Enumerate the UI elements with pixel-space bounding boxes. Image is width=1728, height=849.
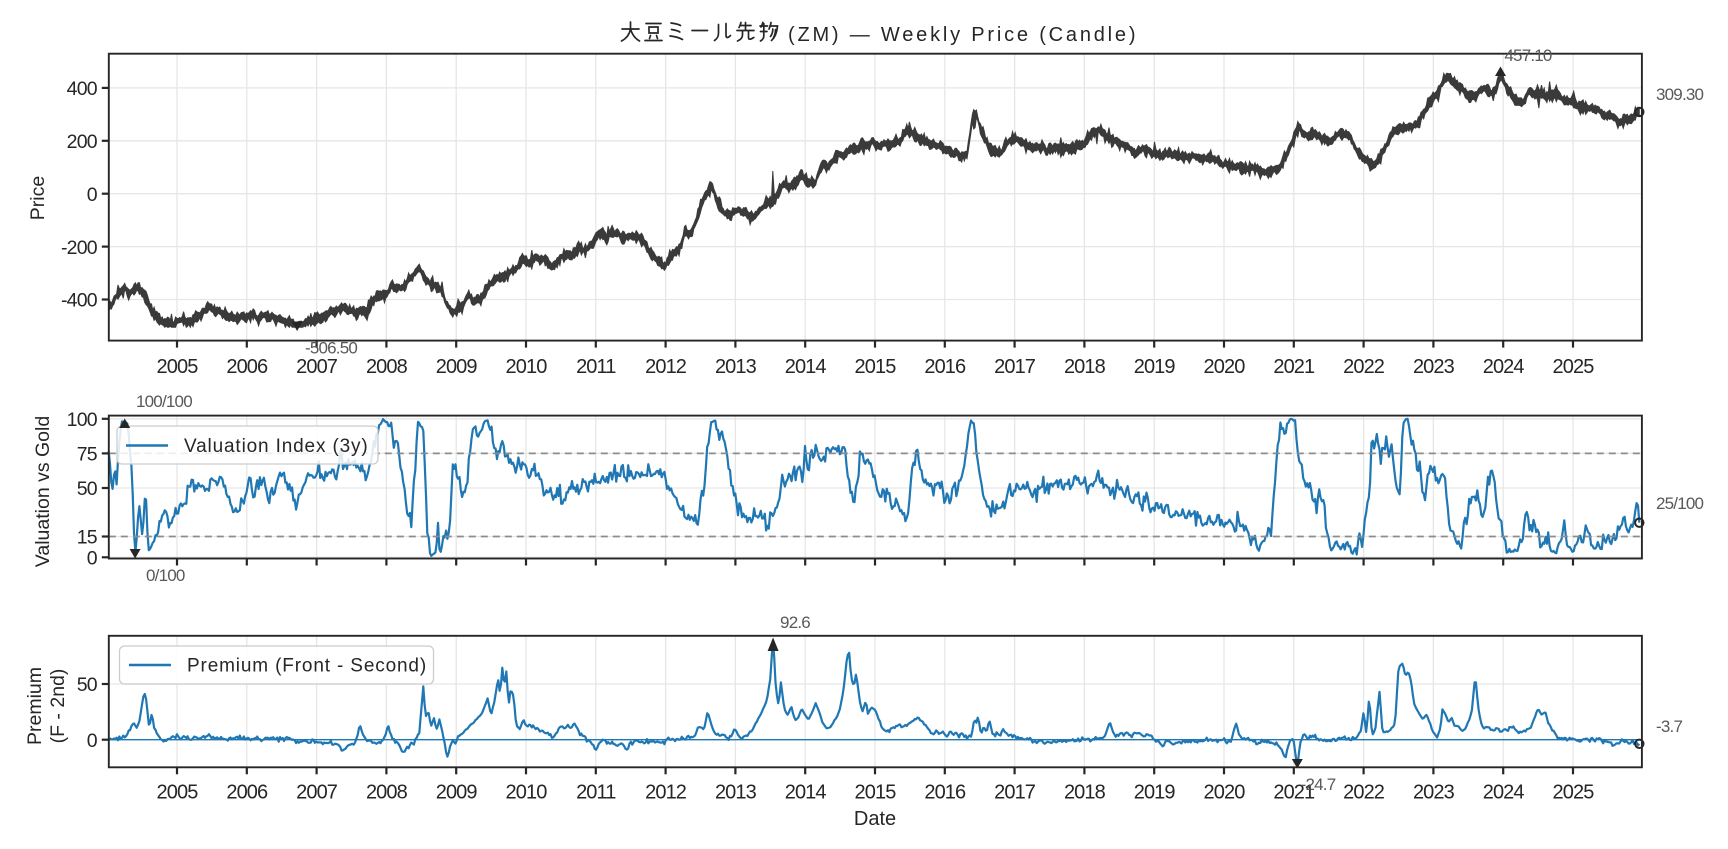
svg-text:0/100: 0/100 [146,566,185,585]
svg-text:0: 0 [87,730,98,752]
svg-text:2017: 2017 [994,356,1036,378]
svg-text:2025: 2025 [1553,782,1595,804]
svg-text:2009: 2009 [436,782,478,804]
svg-text:2013: 2013 [715,782,757,804]
svg-text:50: 50 [77,674,98,696]
svg-text:25/100: 25/100 [1656,494,1704,513]
svg-text:Date: Date [854,808,896,830]
svg-text:2023: 2023 [1413,782,1455,804]
svg-text:2014: 2014 [785,356,827,378]
svg-text:2019: 2019 [1134,356,1176,378]
svg-text:2008: 2008 [366,356,408,378]
svg-text:Premium: Premium [24,667,46,745]
svg-text:2021: 2021 [1273,782,1315,804]
svg-text:(F - 2nd): (F - 2nd) [47,669,69,744]
svg-text:2025: 2025 [1553,356,1595,378]
svg-text:2012: 2012 [645,356,687,378]
svg-text:200: 200 [67,131,98,153]
svg-text:2009: 2009 [436,356,478,378]
svg-text:2008: 2008 [366,782,408,804]
svg-text:2011: 2011 [576,782,616,804]
svg-text:Valuation vs Gold: Valuation vs Gold [32,416,54,567]
svg-text:2005: 2005 [157,356,199,378]
svg-text:2006: 2006 [226,356,268,378]
svg-text:2011: 2011 [576,356,616,378]
svg-text:Premium (Front - Second): Premium (Front - Second) [187,656,427,677]
svg-text:309.30: 309.30 [1656,85,1704,104]
svg-text:2020: 2020 [1204,782,1246,804]
svg-text:2005: 2005 [157,782,199,804]
svg-text:92.6: 92.6 [780,613,810,632]
svg-text:Valuation Index (3y): Valuation Index (3y) [184,436,369,457]
svg-text:400: 400 [67,78,98,100]
svg-text:2016: 2016 [924,782,966,804]
svg-text:2016: 2016 [924,356,966,378]
svg-text:2007: 2007 [296,356,338,378]
svg-text:-400: -400 [61,290,98,312]
svg-text:2022: 2022 [1343,782,1385,804]
svg-text:2010: 2010 [506,356,548,378]
svg-text:0: 0 [87,184,98,206]
svg-text:50: 50 [77,478,98,500]
svg-text:2007: 2007 [296,782,338,804]
svg-text:2019: 2019 [1134,782,1176,804]
svg-text:(ZM) — Weekly Price (Candle): (ZM) — Weekly Price (Candle) [788,24,1138,46]
svg-text:Price: Price [27,176,49,220]
svg-text:15: 15 [77,527,98,549]
svg-text:-200: -200 [61,237,98,259]
svg-text:2020: 2020 [1204,356,1246,378]
svg-text:2017: 2017 [994,782,1036,804]
svg-text:2021: 2021 [1273,356,1315,378]
svg-text:2013: 2013 [715,356,757,378]
svg-text:2012: 2012 [645,782,687,804]
svg-text:2024: 2024 [1483,356,1525,378]
svg-text:2024: 2024 [1483,782,1525,804]
svg-text:2006: 2006 [226,782,268,804]
svg-text:2018: 2018 [1064,356,1106,378]
svg-text:2015: 2015 [855,782,897,804]
svg-text:2022: 2022 [1343,356,1385,378]
svg-text:2015: 2015 [855,356,897,378]
svg-text:-506.50: -506.50 [305,339,357,358]
svg-text:-3.7: -3.7 [1656,717,1682,736]
svg-text:0: 0 [87,548,98,570]
svg-text:2014: 2014 [785,782,827,804]
svg-text:100: 100 [67,409,98,431]
svg-text:-24.7: -24.7 [1301,775,1336,794]
svg-text:2023: 2023 [1413,356,1455,378]
svg-text:2018: 2018 [1064,782,1106,804]
svg-text:75: 75 [77,444,98,466]
svg-text:100/100: 100/100 [136,392,192,411]
svg-text:2010: 2010 [506,782,548,804]
svg-text:457.10: 457.10 [1504,46,1552,65]
